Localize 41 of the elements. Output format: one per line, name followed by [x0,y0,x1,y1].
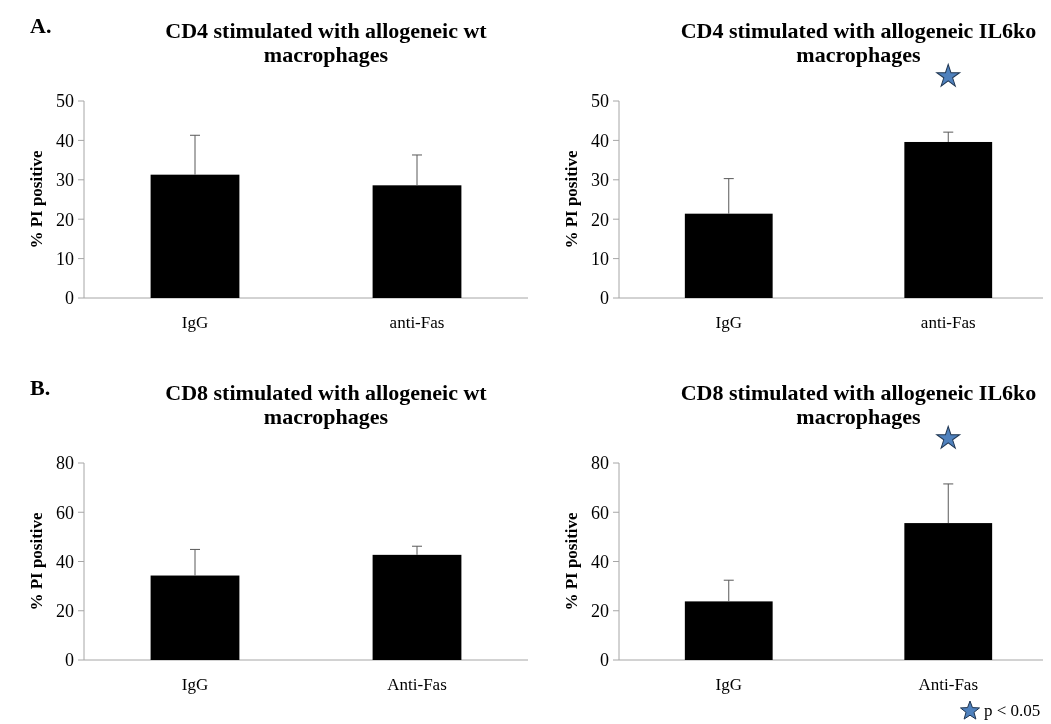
y-tick-label: 20 [56,209,74,230]
y-tick-label: 0 [65,288,74,309]
y-tick-label: 40 [591,130,609,151]
x-tick-label: IgG [715,675,742,694]
y-tick-label: 80 [56,453,74,474]
x-tick-label: Anti-Fas [918,675,978,694]
y-tick-label: 30 [56,170,74,191]
y-tick-label: 0 [600,650,609,671]
y-tick-label: 40 [591,551,609,572]
text: A. [30,13,52,38]
y-tick-label: 60 [591,502,609,523]
y-tick-label: 0 [65,650,74,671]
y-axis-title: % PI positive [562,149,581,249]
text: p < 0.05 [984,701,1041,720]
y-tick-label: 10 [56,248,74,269]
y-tick-label: 40 [56,551,74,572]
y-tick-label: 20 [591,601,609,622]
y-axis-title: % PI positive [27,511,46,611]
y-axis-title: % PI positive [562,511,581,611]
y-axis-title: % PI positive [27,149,46,249]
x-tick-label: anti-Fas [920,313,976,332]
x-tick-label: IgG [181,675,209,694]
chart-title: CD4 stimulated with allogeneic wt macrophages [165,18,488,67]
text: ★ [934,57,962,93]
x-tick-label: anti-Fas [389,313,445,332]
chart-title: CD8 stimulated with allogeneic wt macrophages [165,380,488,429]
text: ★ [934,419,962,455]
x-tick-label: Anti-Fas [387,675,447,694]
y-tick-label: 20 [56,601,74,622]
y-tick-label: 60 [56,502,74,523]
x-tick-label: IgG [181,313,209,332]
y-tick-label: 0 [600,288,609,309]
y-tick-label: 50 [56,91,74,112]
y-tick-label: 50 [591,91,609,112]
y-tick-label: 10 [591,248,609,269]
y-tick-label: 80 [591,453,609,474]
text: B. [30,375,51,400]
x-tick-label: IgG [715,313,742,332]
y-tick-label: 20 [591,209,609,230]
y-tick-label: 40 [56,130,74,151]
y-tick-label: 30 [591,170,609,191]
